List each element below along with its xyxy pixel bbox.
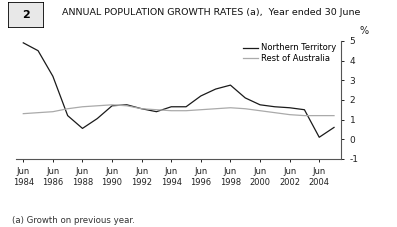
Text: (a) Growth on previous year.: (a) Growth on previous year. [12,216,135,225]
Text: %: % [359,26,368,36]
Text: 2: 2 [22,10,30,20]
Legend: Northern Territory, Rest of Australia: Northern Territory, Rest of Australia [242,43,337,64]
Text: ANNUAL POPULATION GROWTH RATES (a),  Year ended 30 June: ANNUAL POPULATION GROWTH RATES (a), Year… [62,8,360,17]
